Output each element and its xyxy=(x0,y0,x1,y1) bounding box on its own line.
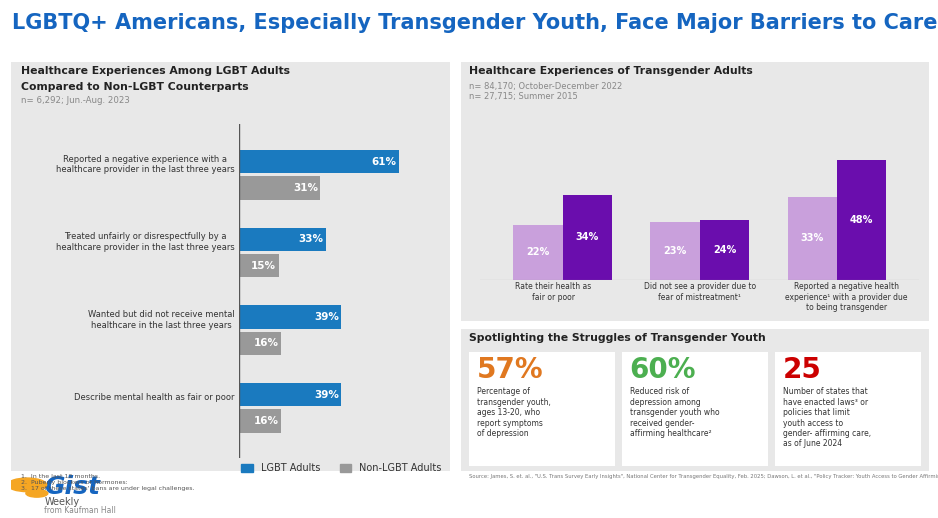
Bar xyxy=(239,409,281,433)
Text: 23%: 23% xyxy=(663,246,687,256)
Bar xyxy=(239,383,341,406)
Bar xyxy=(239,176,321,199)
Text: Reduced risk of
depression among
transgender youth who
received gender-
affirmin: Reduced risk of depression among transge… xyxy=(629,387,719,438)
Text: Describe mental health as fair or poor: Describe mental health as fair or poor xyxy=(74,393,234,402)
Bar xyxy=(239,332,281,355)
Text: 31%: 31% xyxy=(293,183,318,193)
Text: 57%: 57% xyxy=(477,356,543,384)
Text: 33%: 33% xyxy=(298,234,323,244)
Text: 60%: 60% xyxy=(629,356,696,384)
Text: 39%: 39% xyxy=(314,390,339,400)
Legend: 2015, 2022: 2015, 2022 xyxy=(587,347,699,365)
Text: 1.  In the last 12 months.
2.  Puberty blockers or hormones:
3.  17 of these sta: 1. In the last 12 months. 2. Puberty blo… xyxy=(21,474,194,491)
Bar xyxy=(788,197,837,280)
Text: Did not see a provider due to
fear of mistreatment¹: Did not see a provider due to fear of mi… xyxy=(643,282,756,301)
Text: Healthcare Experiences Among LGBT Adults: Healthcare Experiences Among LGBT Adults xyxy=(21,66,290,76)
Bar xyxy=(513,225,563,280)
Text: Rate their health as
fair or poor: Rate their health as fair or poor xyxy=(515,282,592,301)
Text: Reported a negative experience with a
healthcare provider in the last three year: Reported a negative experience with a he… xyxy=(55,155,234,174)
Bar xyxy=(239,228,325,251)
Text: Compared to Non-LGBT Counterparts: Compared to Non-LGBT Counterparts xyxy=(21,82,249,92)
Text: 61%: 61% xyxy=(371,156,397,167)
Text: 34%: 34% xyxy=(576,232,598,242)
Text: n= 84,170; October-December 2022: n= 84,170; October-December 2022 xyxy=(469,82,622,91)
Bar xyxy=(239,254,279,277)
Text: Gist: Gist xyxy=(44,474,100,498)
Text: Healthcare Experiences of Transgender Adults: Healthcare Experiences of Transgender Ad… xyxy=(469,66,753,76)
Text: Treated unfairly or disrespectfully by a
healthcare provider in the last three y: Treated unfairly or disrespectfully by a… xyxy=(55,233,234,252)
Text: Wanted but did not receive mental
healthcare in the last three years: Wanted but did not receive mental health… xyxy=(88,310,234,329)
Text: from Kaufman Hall: from Kaufman Hall xyxy=(44,506,116,515)
Text: 15%: 15% xyxy=(250,261,276,271)
Text: LGBTQ+ Americans, Especially Transgender Youth, Face Major Barriers to Care: LGBTQ+ Americans, Especially Transgender… xyxy=(12,13,938,33)
Bar xyxy=(239,150,399,173)
Bar xyxy=(239,305,341,328)
Text: Spotlighting the Struggles of Transgender Youth: Spotlighting the Struggles of Transgende… xyxy=(469,333,765,343)
Text: 16%: 16% xyxy=(253,416,279,426)
Legend: LGBT Adults, Non-LGBT Adults: LGBT Adults, Non-LGBT Adults xyxy=(237,459,446,477)
Text: 39%: 39% xyxy=(314,312,339,322)
Text: Weekly: Weekly xyxy=(44,497,80,507)
Bar xyxy=(700,220,749,280)
Text: 33%: 33% xyxy=(801,234,824,243)
Text: n= 6,292; Jun.-Aug. 2023: n= 6,292; Jun.-Aug. 2023 xyxy=(21,96,129,105)
Text: Reported a negative health
experience¹ with a provider due
to being transgender: Reported a negative health experience¹ w… xyxy=(785,282,907,312)
Text: Percentage of
transgender youth,
ages 13-20, who
report symptoms
of depression: Percentage of transgender youth, ages 13… xyxy=(477,387,551,438)
Circle shape xyxy=(8,478,47,492)
Text: 24%: 24% xyxy=(713,244,736,255)
Text: 48%: 48% xyxy=(850,214,873,225)
Text: 16%: 16% xyxy=(253,338,279,349)
Text: Source: James, S. et. al., "U.S. Trans Survey Early Insights", National Center f: Source: James, S. et. al., "U.S. Trans S… xyxy=(469,474,938,479)
Circle shape xyxy=(26,490,48,497)
Text: n= 27,715; Summer 2015: n= 27,715; Summer 2015 xyxy=(469,92,578,101)
Text: 22%: 22% xyxy=(526,247,550,257)
Text: Number of states that
have enacted laws³ or
policies that limit
youth access to
: Number of states that have enacted laws³… xyxy=(783,387,871,449)
Text: 25: 25 xyxy=(783,356,822,384)
Bar xyxy=(650,222,700,280)
Bar xyxy=(563,195,612,280)
Bar xyxy=(837,160,886,280)
